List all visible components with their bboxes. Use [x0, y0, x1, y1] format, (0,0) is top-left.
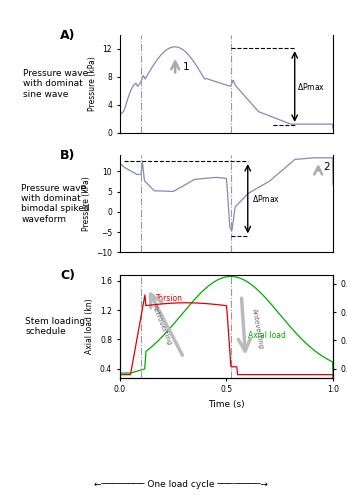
- Text: Retroverting: Retroverting: [151, 304, 172, 346]
- Text: Stem loading
schedule: Stem loading schedule: [25, 316, 86, 336]
- Text: B): B): [60, 149, 75, 162]
- Y-axis label: Axial load (kn): Axial load (kn): [85, 298, 94, 354]
- Text: Pressure wave
with dominat
bimodal spiked
waveform: Pressure wave with dominat bimodal spike…: [21, 184, 90, 224]
- Text: Anteverting: Anteverting: [251, 308, 264, 349]
- Text: C): C): [60, 269, 75, 282]
- Text: 1: 1: [183, 62, 189, 72]
- Text: Pressure wave
with dominat
sine wave: Pressure wave with dominat sine wave: [23, 69, 88, 98]
- Text: Torsion: Torsion: [156, 294, 183, 302]
- Y-axis label: Pressure (kPa): Pressure (kPa): [88, 56, 97, 111]
- Text: ←──────── One load cycle ────────→: ←──────── One load cycle ────────→: [93, 480, 268, 489]
- Text: 2: 2: [323, 162, 330, 172]
- Text: $\Delta$Pmax: $\Delta$Pmax: [252, 193, 280, 204]
- Text: Axial load: Axial load: [248, 331, 286, 340]
- Text: A): A): [60, 29, 75, 42]
- Text: $\Delta$Pmax: $\Delta$Pmax: [297, 81, 325, 92]
- X-axis label: Time (s): Time (s): [208, 400, 245, 408]
- Y-axis label: Pressure (kPa): Pressure (kPa): [82, 176, 91, 231]
